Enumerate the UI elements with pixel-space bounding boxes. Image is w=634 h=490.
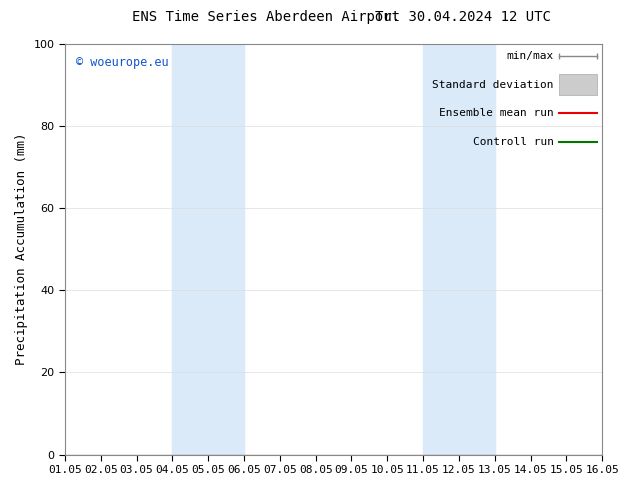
Y-axis label: Precipitation Accumulation (mm): Precipitation Accumulation (mm) (15, 133, 28, 365)
Text: © woeurope.eu: © woeurope.eu (75, 56, 169, 69)
Text: Controll run: Controll run (473, 137, 553, 147)
Text: ENS Time Series Aberdeen Airport: ENS Time Series Aberdeen Airport (133, 10, 400, 24)
Text: Tu. 30.04.2024 12 UTC: Tu. 30.04.2024 12 UTC (375, 10, 551, 24)
Text: Standard deviation: Standard deviation (432, 79, 553, 90)
Text: Ensemble mean run: Ensemble mean run (439, 108, 553, 119)
Bar (172, 44, 244, 455)
Bar (423, 44, 495, 455)
Text: min/max: min/max (507, 51, 553, 61)
FancyBboxPatch shape (559, 74, 597, 95)
